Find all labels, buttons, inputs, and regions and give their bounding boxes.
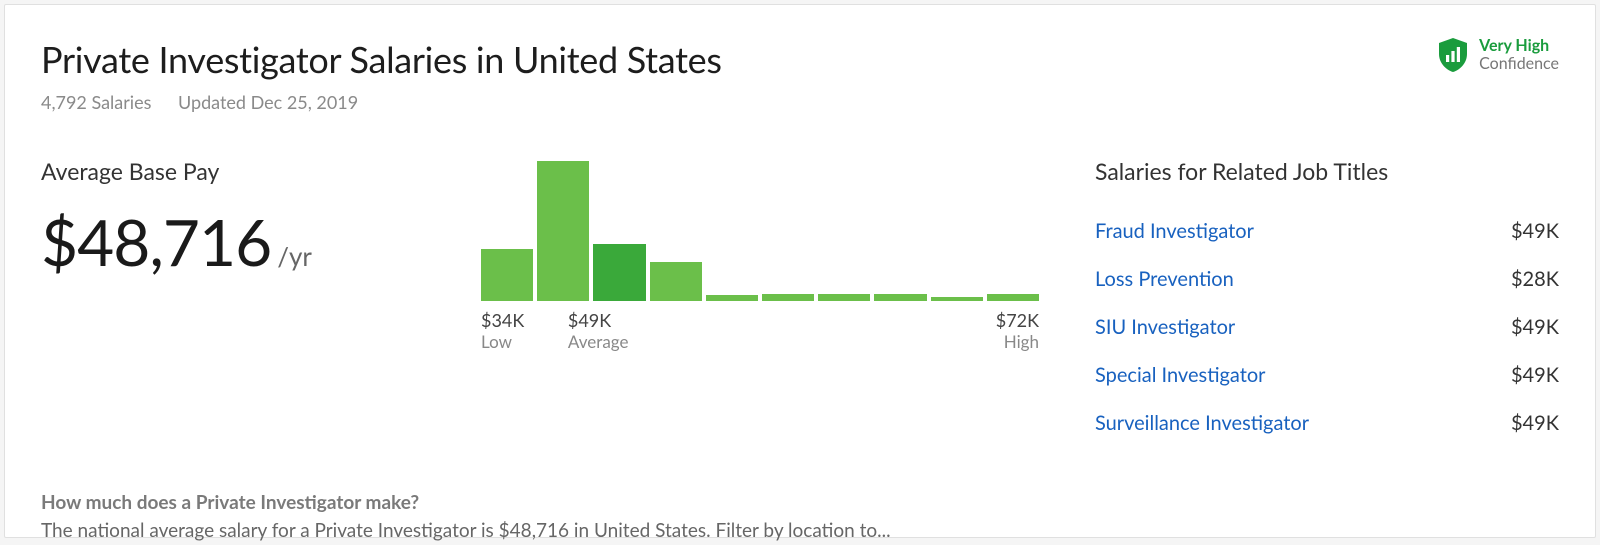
- axis-low-label: Low: [481, 331, 524, 352]
- header-row: Private Investigator Salaries in United …: [41, 37, 1559, 113]
- header-left: Private Investigator Salaries in United …: [41, 37, 722, 113]
- average-pay-row: $48,716 /yr: [41, 203, 441, 280]
- page-title: Private Investigator Salaries in United …: [41, 37, 722, 81]
- histogram-column: $34K Low $49K Average $72K High: [481, 157, 1039, 447]
- axis-avg-label: Average: [568, 331, 629, 352]
- related-job-link[interactable]: Special Investigator: [1095, 363, 1265, 387]
- related-column: Salaries for Related Job Titles Fraud In…: [1079, 157, 1559, 447]
- confidence-badge: Very High Confidence: [1437, 37, 1559, 74]
- qa-answer: The national average salary for a Privat…: [41, 518, 1041, 545]
- qa-section: How much does a Private Investigator mak…: [41, 491, 1041, 545]
- axis-high: $72K High: [996, 309, 1039, 352]
- histogram-axis: $34K Low $49K Average $72K High: [481, 309, 1039, 352]
- histogram-bar: [874, 294, 926, 301]
- related-job-link[interactable]: Fraud Investigator: [1095, 219, 1254, 243]
- histogram-bar: [931, 297, 983, 301]
- average-pay-per: /yr: [277, 240, 312, 272]
- salary-card: Private Investigator Salaries in United …: [4, 4, 1596, 538]
- related-job-link[interactable]: SIU Investigator: [1095, 315, 1235, 339]
- histogram-bar: [537, 161, 589, 301]
- axis-avg: $49K Average: [568, 309, 629, 352]
- related-job-salary: $49K: [1511, 411, 1559, 435]
- histogram-bar: [818, 294, 870, 301]
- confidence-text: Very High Confidence: [1479, 37, 1559, 74]
- related-item: Loss Prevention $28K: [1095, 255, 1559, 303]
- related-job-salary: $49K: [1511, 219, 1559, 243]
- related-job-salary: $49K: [1511, 363, 1559, 387]
- histogram-bar: [762, 294, 814, 301]
- related-item: Surveillance Investigator $49K: [1095, 399, 1559, 447]
- updated-date: Updated Dec 25, 2019: [178, 91, 358, 113]
- histogram-bar: [706, 295, 758, 301]
- histogram-bars: [481, 161, 1039, 301]
- related-item: Special Investigator $49K: [1095, 351, 1559, 399]
- qa-question: How much does a Private Investigator mak…: [41, 491, 1041, 514]
- related-list: Fraud Investigator $49K Loss Prevention $28…: [1095, 207, 1559, 447]
- axis-high-label: High: [996, 331, 1039, 352]
- axis-low-value: $34K: [481, 309, 524, 331]
- confidence-level: Very High: [1479, 37, 1559, 55]
- related-title: Salaries for Related Job Titles: [1095, 157, 1559, 185]
- shield-icon: [1437, 37, 1469, 73]
- related-job-salary: $28K: [1511, 267, 1559, 291]
- related-job-salary: $49K: [1511, 315, 1559, 339]
- histogram-bar: [481, 249, 533, 301]
- related-job-link[interactable]: Surveillance Investigator: [1095, 411, 1309, 435]
- average-pay-column: Average Base Pay $48,716 /yr: [41, 157, 441, 447]
- related-job-link[interactable]: Loss Prevention: [1095, 267, 1234, 291]
- axis-low: $34K Low: [481, 309, 524, 352]
- axis-avg-value: $49K: [568, 309, 629, 331]
- histogram-bar: [987, 294, 1039, 301]
- main-row: Average Base Pay $48,716 /yr $34K Low $4…: [41, 157, 1559, 447]
- average-pay-label: Average Base Pay: [41, 157, 441, 185]
- histogram-bar: [650, 262, 702, 301]
- related-item: SIU Investigator $49K: [1095, 303, 1559, 351]
- related-item: Fraud Investigator $49K: [1095, 207, 1559, 255]
- histogram-bar: [593, 244, 645, 301]
- subtitle-row: 4,792 Salaries Updated Dec 25, 2019: [41, 91, 722, 113]
- average-pay-value: $48,716: [41, 203, 271, 280]
- confidence-label: Confidence: [1479, 55, 1559, 73]
- salary-count: 4,792 Salaries: [41, 91, 151, 113]
- axis-high-value: $72K: [996, 309, 1039, 331]
